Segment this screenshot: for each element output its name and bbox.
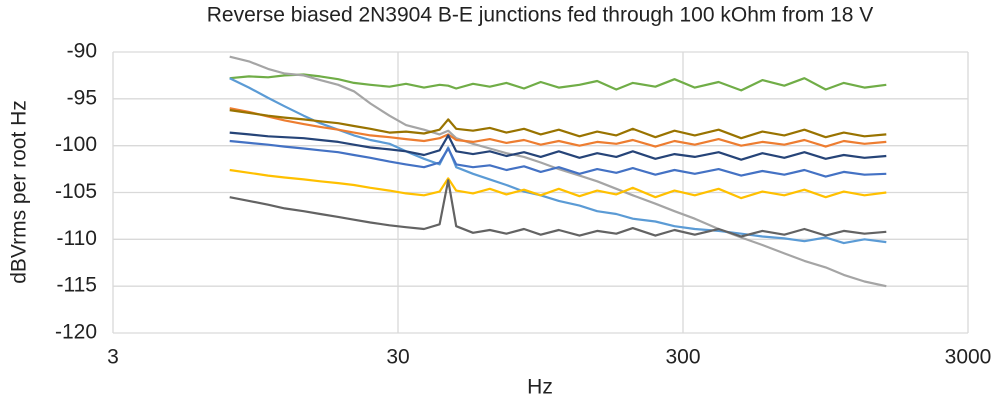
x-tick-label: 300 bbox=[665, 346, 700, 369]
series-line bbox=[229, 73, 887, 92]
x-tick-label: 30 bbox=[386, 346, 409, 369]
chart-title: Reverse biased 2N3904 B-E junctions fed … bbox=[207, 4, 874, 27]
x-axis-label: Hz bbox=[527, 376, 553, 399]
series-line bbox=[229, 107, 887, 148]
y-tick-label: -100 bbox=[55, 133, 97, 156]
series-line bbox=[229, 77, 887, 245]
y-tick-label: -120 bbox=[55, 321, 97, 344]
series-line bbox=[229, 109, 887, 140]
x-tick-label: 3000 bbox=[945, 346, 992, 369]
y-tick-label: -95 bbox=[67, 86, 97, 109]
series-line bbox=[229, 131, 887, 161]
y-tick-label: -115 bbox=[57, 274, 97, 297]
series-line bbox=[229, 139, 887, 178]
y-axis-label: dBVrms per root Hz bbox=[8, 100, 31, 284]
series-line bbox=[229, 168, 887, 200]
x-tick-label: 3 bbox=[107, 346, 119, 369]
y-tick-label: -90 bbox=[67, 40, 97, 63]
y-tick-label: -105 bbox=[55, 180, 97, 203]
series-line bbox=[229, 55, 887, 288]
series-line bbox=[229, 179, 887, 238]
y-tick-label: -110 bbox=[57, 227, 97, 250]
